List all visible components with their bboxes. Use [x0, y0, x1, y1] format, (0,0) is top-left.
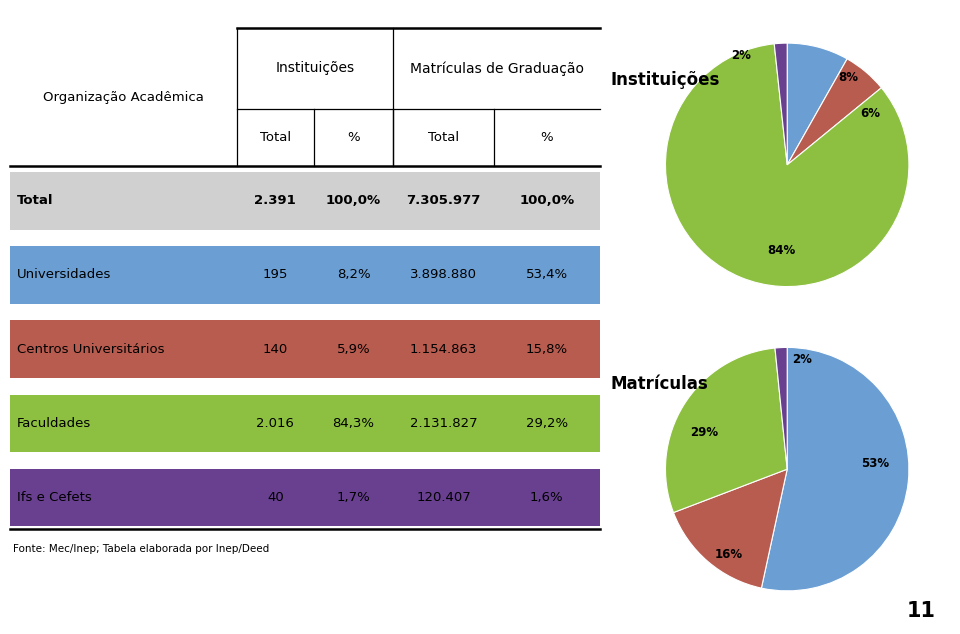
- Text: 53%: 53%: [861, 456, 889, 470]
- Text: 2.016: 2.016: [256, 417, 294, 430]
- Text: Faculdades: Faculdades: [16, 417, 91, 430]
- Text: 3.898.880: 3.898.880: [410, 268, 477, 281]
- FancyBboxPatch shape: [10, 394, 600, 452]
- Text: 2.391: 2.391: [254, 195, 296, 207]
- Text: Instituições: Instituições: [611, 70, 720, 89]
- Text: Matrículas de Graduação: Matrículas de Graduação: [410, 61, 584, 75]
- Text: Instituições: Instituições: [276, 61, 354, 75]
- Wedge shape: [774, 43, 787, 165]
- Text: 100,0%: 100,0%: [326, 195, 381, 207]
- Text: 100,0%: 100,0%: [519, 195, 574, 207]
- Text: %: %: [348, 131, 360, 144]
- Text: Fonte: Mec/Inep; Tabela elaborada por Inep/Deed: Fonte: Mec/Inep; Tabela elaborada por In…: [12, 544, 269, 554]
- Text: Organização Acadêmica: Organização Acadêmica: [43, 91, 204, 103]
- Text: Universidades: Universidades: [16, 268, 111, 281]
- Wedge shape: [761, 347, 909, 591]
- Text: 2.131.827: 2.131.827: [410, 417, 477, 430]
- Text: 2%: 2%: [792, 353, 812, 366]
- Text: 29%: 29%: [690, 426, 718, 439]
- Text: 1.154.863: 1.154.863: [410, 342, 477, 356]
- Text: %: %: [540, 131, 553, 144]
- Text: Ifs e Cefets: Ifs e Cefets: [16, 491, 91, 504]
- Text: 84%: 84%: [767, 243, 795, 257]
- Text: 84,3%: 84,3%: [332, 417, 374, 430]
- Text: 8,2%: 8,2%: [337, 268, 371, 281]
- FancyBboxPatch shape: [10, 172, 600, 230]
- Text: 7.305.977: 7.305.977: [406, 195, 481, 207]
- Wedge shape: [674, 469, 787, 588]
- Text: 15,8%: 15,8%: [526, 342, 568, 356]
- Text: Total: Total: [428, 131, 459, 144]
- Text: 16%: 16%: [714, 548, 743, 561]
- Text: 53,4%: 53,4%: [526, 268, 568, 281]
- Text: Matrículas: Matrículas: [611, 375, 708, 393]
- Wedge shape: [775, 347, 787, 469]
- Text: 29,2%: 29,2%: [526, 417, 568, 430]
- Text: 1,6%: 1,6%: [530, 491, 564, 504]
- Text: 2%: 2%: [731, 49, 751, 61]
- FancyBboxPatch shape: [10, 469, 600, 526]
- Text: Total: Total: [260, 131, 291, 144]
- FancyBboxPatch shape: [10, 247, 600, 304]
- Text: 140: 140: [263, 342, 288, 356]
- Wedge shape: [665, 44, 909, 287]
- Wedge shape: [787, 59, 881, 165]
- Text: 11: 11: [907, 601, 936, 621]
- Text: 40: 40: [267, 491, 283, 504]
- FancyBboxPatch shape: [10, 320, 600, 378]
- Text: 1,7%: 1,7%: [337, 491, 371, 504]
- Text: 5,9%: 5,9%: [337, 342, 371, 356]
- Wedge shape: [665, 348, 787, 512]
- Text: 6%: 6%: [860, 107, 880, 120]
- Text: 8%: 8%: [838, 71, 858, 84]
- Text: 195: 195: [263, 268, 288, 281]
- Text: 120.407: 120.407: [417, 491, 471, 504]
- Wedge shape: [787, 43, 847, 165]
- Text: Total: Total: [16, 195, 53, 207]
- Text: Centros Universitários: Centros Universitários: [16, 342, 164, 356]
